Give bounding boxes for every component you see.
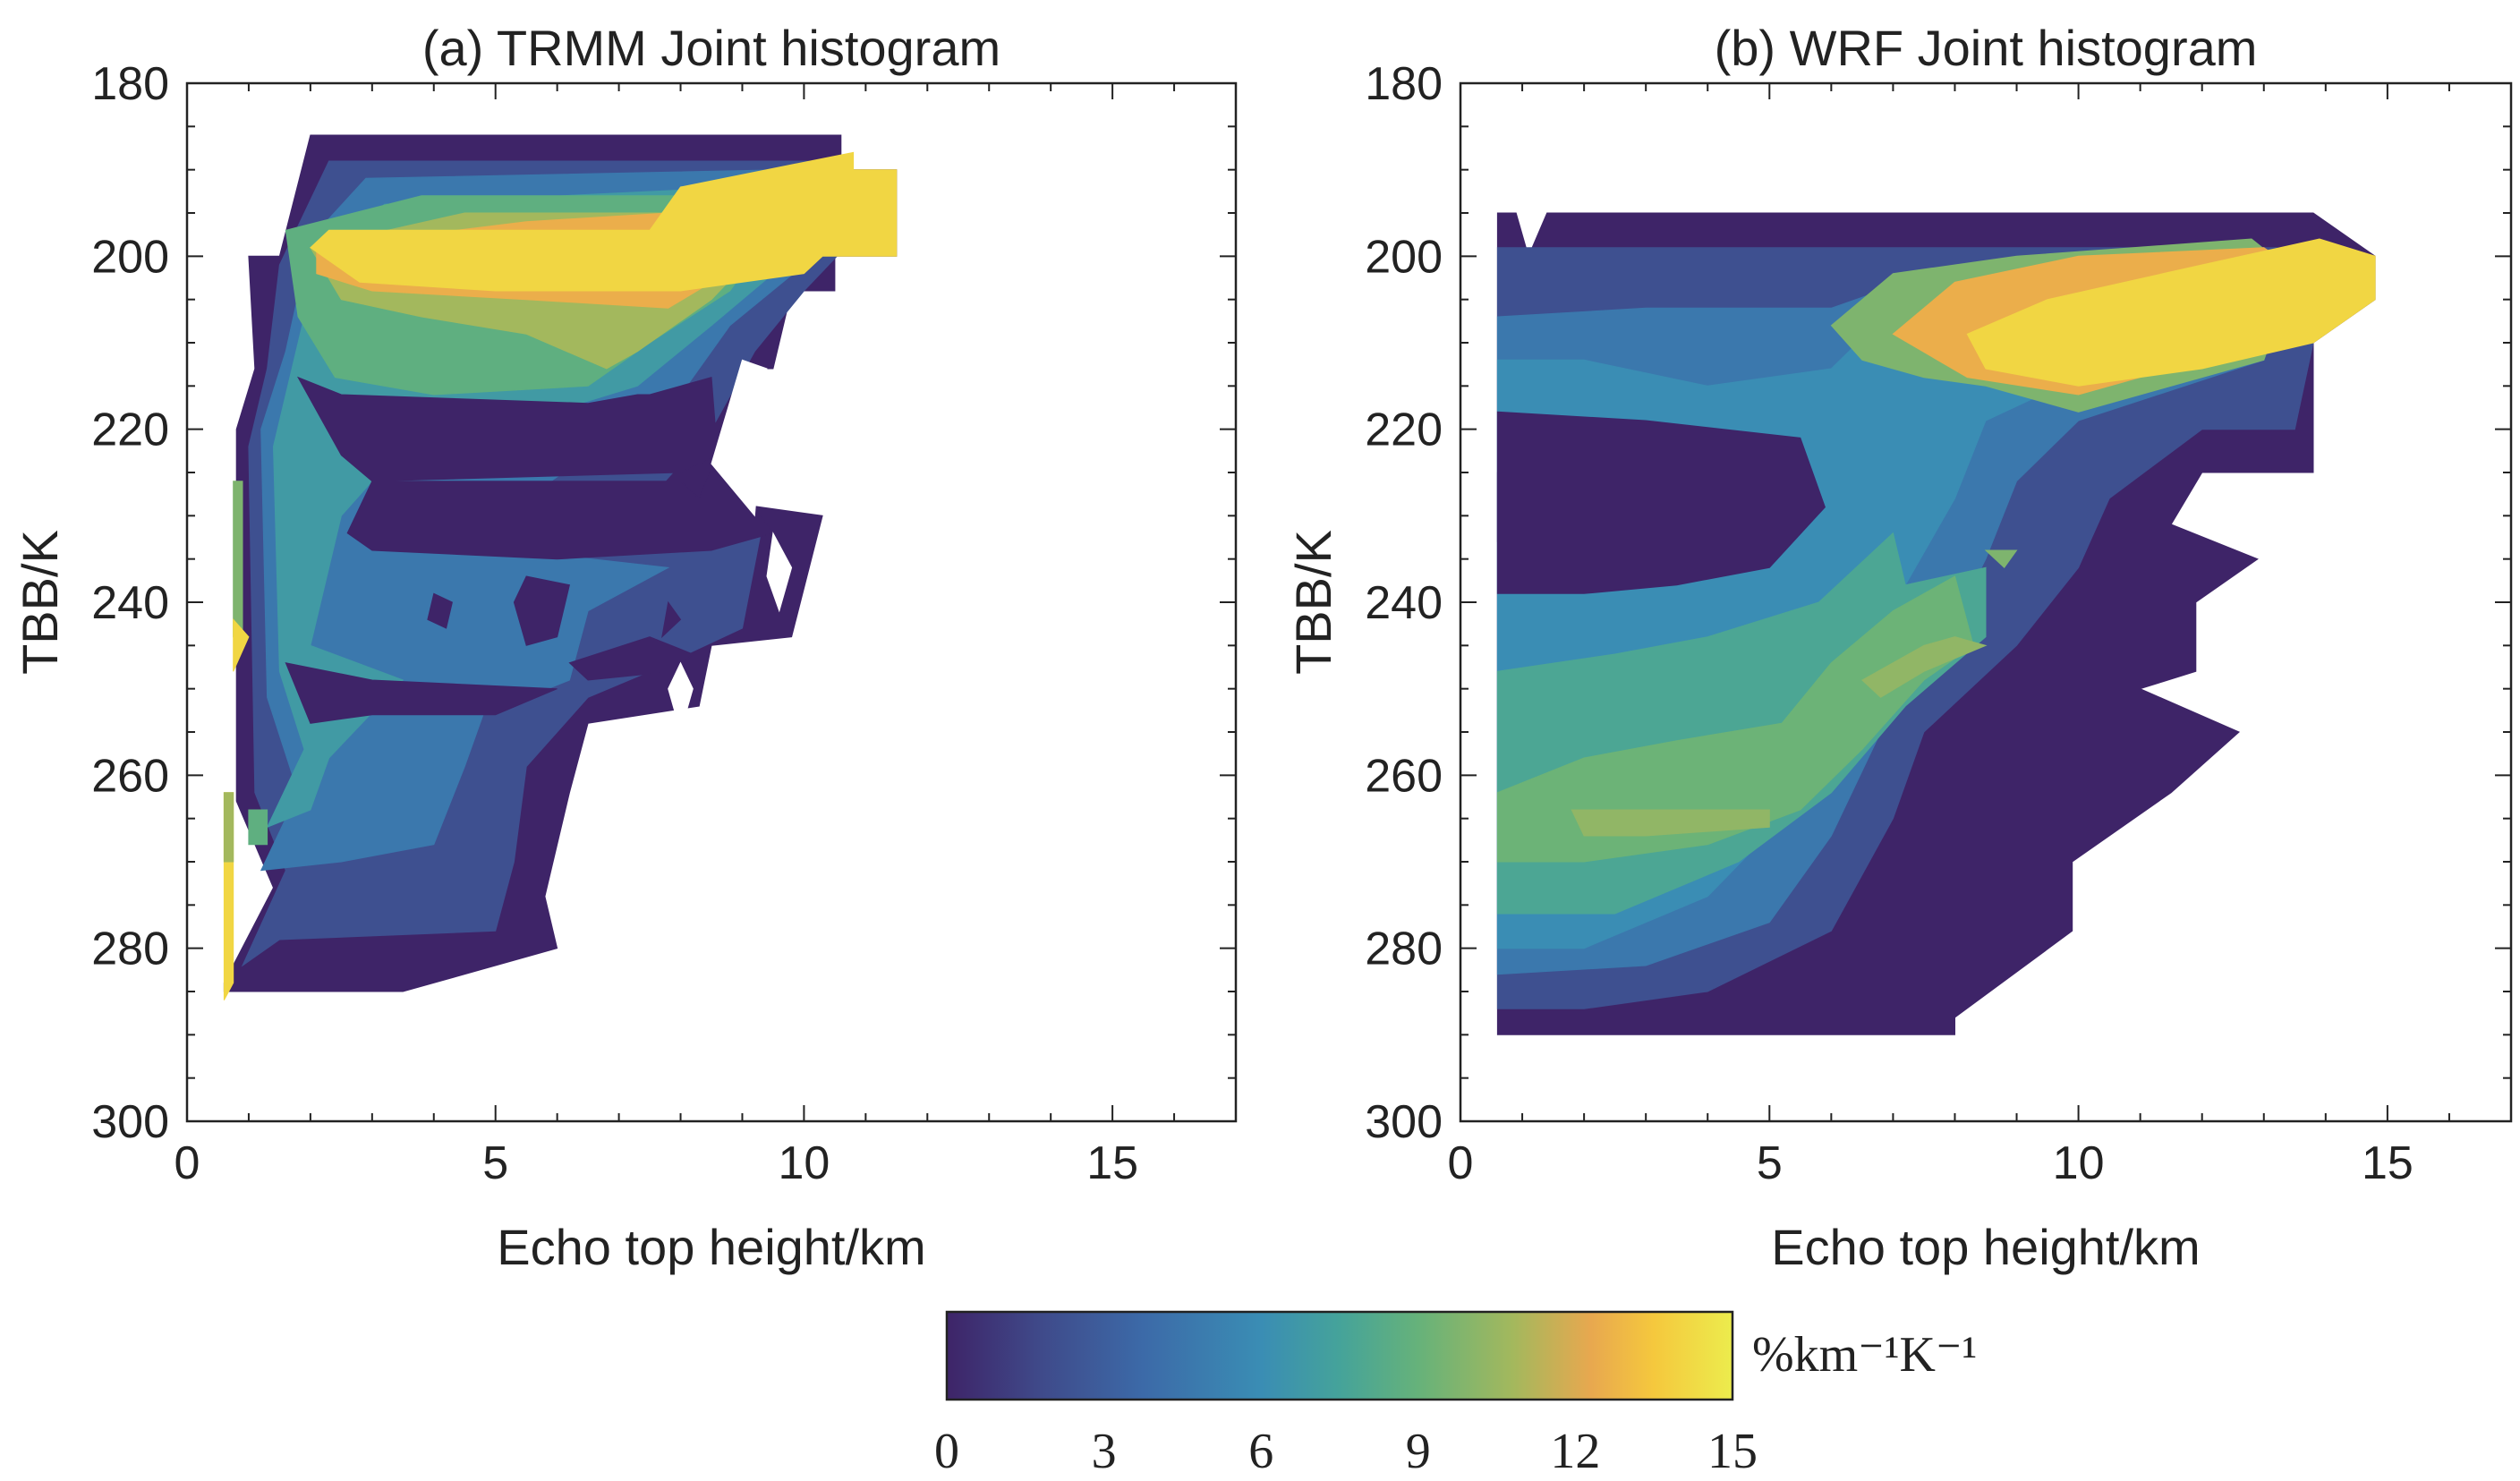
x-tick-label-wrf: 10: [2053, 1137, 2105, 1189]
x-tick-label-wrf: 15: [2362, 1137, 2414, 1189]
x-tick-label-trmm: 5: [482, 1137, 508, 1189]
y-tick-label-wrf: 200: [1365, 231, 1443, 283]
contour-level-trmm-9: [233, 617, 250, 672]
x-tick-label-wrf: 5: [1757, 1137, 1783, 1189]
colorbar-unit-label: %km⁻¹K⁻¹: [1752, 1327, 1977, 1383]
colorbar: 0 3 6 9 12 15 %km⁻¹K⁻¹: [934, 1310, 1977, 1479]
contour-level-trmm-12: [248, 809, 268, 846]
contour-low-trmm-6: [285, 662, 558, 724]
contour-level-wrf-6: [1861, 636, 1988, 698]
y-tick-label-trmm: 280: [91, 923, 169, 975]
colorbar-ticks: 0 3 6 9 12 15: [934, 1424, 1758, 1479]
colorbar-gradient: [945, 1310, 1734, 1401]
y-tick-label-trmm: 260: [91, 750, 169, 802]
y-tick-label-wrf: 180: [1365, 58, 1443, 110]
x-tick-label-trmm: 0: [175, 1137, 200, 1189]
y-tick-label-trmm: 200: [91, 231, 169, 283]
contour-level-wrf-11: [1966, 238, 2376, 387]
panel-wrf: 0 5 10 15 180 200 220 240 260 280 300 (b) WRF Join…: [1285, 20, 2513, 1275]
contour-gap-trmm-1: [766, 532, 793, 613]
contour-low-wrf-1: [1496, 411, 1826, 594]
y-tick-label-trmm: 180: [91, 58, 169, 110]
colorbar-tick-label: 6: [1248, 1424, 1273, 1479]
contour-level-wrf-7: [1571, 809, 1770, 837]
x-tick-label-trmm: 10: [778, 1137, 830, 1189]
contour-level-trmm-7: [310, 151, 898, 292]
y-tick-label-wrf: 220: [1365, 404, 1443, 456]
y-axis-label-trmm: TBB/K: [12, 530, 68, 675]
x-tick-label-trmm: 15: [1086, 1137, 1138, 1189]
chart-title-wrf: (b) WRF Joint histogram: [1715, 20, 2258, 76]
contour-low-trmm-2: [513, 575, 571, 646]
y-tick-label-wrf: 240: [1365, 577, 1443, 629]
contour-low-trmm-4: [661, 600, 682, 639]
x-tick-label-wrf: 0: [1448, 1137, 1474, 1189]
panel-trmm: 0 5 10 15 180 200 220 240 260 280 300 (a) TRMM Joi…: [12, 20, 1238, 1275]
axes-trmm: 0 5 10 15 180 200 220 240 260 280 300: [91, 58, 1238, 1189]
contour-low-trmm-5: [568, 636, 694, 681]
axes-wrf: 0 5 10 15 180 200 220 240 260 280 300: [1365, 58, 2513, 1189]
y-tick-label-wrf: 280: [1365, 923, 1443, 975]
contour-level-trmm-8: [233, 481, 243, 638]
plot-area-wrf: [1496, 212, 2376, 1035]
colorbar-tick-label: 9: [1406, 1424, 1431, 1479]
colorbar-tick-label: 15: [1707, 1424, 1758, 1479]
y-tick-label-trmm: 220: [91, 404, 169, 456]
contour-gap-trmm-2: [711, 359, 768, 517]
contour-level-trmm-11: [223, 792, 234, 863]
x-axis-label-wrf: Echo top height/km: [1771, 1219, 2200, 1275]
y-tick-label-trmm: 240: [91, 577, 169, 629]
contour-low-trmm-3: [427, 592, 453, 629]
colorbar-tick-label: 12: [1550, 1424, 1600, 1479]
y-tick-label-wrf: 300: [1365, 1096, 1443, 1148]
y-tick-label-trmm: 300: [91, 1096, 169, 1148]
colorbar-tick-label: 3: [1092, 1424, 1117, 1479]
contour-gap-trmm-0: [668, 661, 694, 734]
contour-level-wrf-8: [1984, 549, 2018, 569]
x-axis-label-trmm: Echo top height/km: [497, 1219, 925, 1275]
chart-title-trmm: (a) TRMM Joint histogram: [422, 20, 1000, 76]
colorbar-tick-label: 0: [934, 1424, 959, 1479]
y-axis-label-wrf: TBB/K: [1285, 530, 1341, 675]
y-tick-label-wrf: 260: [1365, 750, 1443, 802]
contour-low-trmm-0: [296, 376, 719, 482]
plot-area-trmm: [223, 134, 898, 1000]
